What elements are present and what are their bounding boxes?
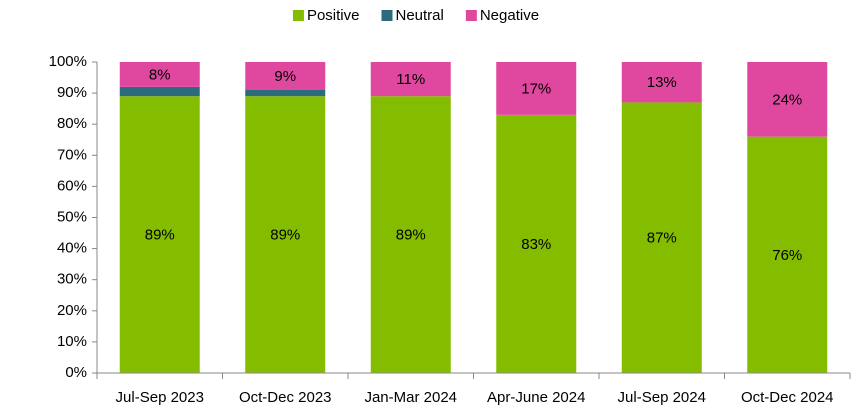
- y-tick-label: 20%: [57, 302, 87, 319]
- y-tick-label: 80%: [57, 115, 87, 132]
- x-tick-label: Jan-Mar 2024: [364, 389, 457, 406]
- bar-segment: [747, 62, 828, 137]
- y-tick-label: 50%: [57, 208, 87, 225]
- bar-segment: [245, 62, 326, 90]
- data-label: 24%: [772, 91, 802, 108]
- bar-segment: [370, 62, 451, 97]
- data-label: 89%: [270, 227, 300, 244]
- bar-segment: [621, 102, 702, 374]
- data-label: 8%: [149, 66, 171, 83]
- bar-segment: [119, 96, 200, 374]
- data-label: 89%: [396, 227, 426, 244]
- bar-segment: [621, 62, 702, 103]
- y-tick-label: 30%: [57, 271, 87, 288]
- data-label: 89%: [145, 227, 175, 244]
- bar-segment: [245, 96, 326, 374]
- data-label: 11%: [396, 71, 425, 88]
- x-tick-label: Jul-Sep 2023: [116, 389, 204, 406]
- x-tick-label: Oct-Dec 2024: [741, 389, 834, 406]
- data-label: 83%: [521, 236, 551, 253]
- bar-segment: [496, 62, 577, 115]
- y-tick-label: 0%: [65, 364, 87, 381]
- legend-swatch: [381, 10, 393, 21]
- bar-segment: [747, 136, 828, 373]
- legend-swatch: [465, 10, 477, 21]
- y-tick-label: 90%: [57, 84, 87, 101]
- x-tick-label: Oct-Dec 2023: [239, 389, 332, 406]
- y-tick-label: 100%: [49, 53, 87, 70]
- data-label: 13%: [647, 74, 677, 91]
- legend-label: Positive: [307, 7, 360, 24]
- y-tick-label: 40%: [57, 240, 87, 257]
- data-label: 9%: [274, 68, 296, 85]
- x-tick-label: Jul-Sep 2024: [618, 389, 706, 406]
- data-label: 87%: [647, 230, 677, 247]
- legend-label: Negative: [480, 7, 539, 24]
- bar-segment: [370, 96, 451, 374]
- y-tick-label: 70%: [57, 146, 87, 163]
- data-label: 76%: [772, 247, 802, 264]
- x-tick-label: Apr-June 2024: [487, 389, 585, 406]
- bar-segment: [496, 114, 577, 374]
- legend-swatch: [292, 10, 304, 21]
- bar-segment: [119, 62, 200, 87]
- y-tick-label: 10%: [57, 333, 87, 350]
- y-tick-label: 60%: [57, 177, 87, 194]
- bar-segment: [119, 86, 200, 97]
- legend-label: Neutral: [395, 7, 443, 24]
- data-label: 17%: [521, 80, 551, 97]
- bar-segment: [245, 89, 326, 97]
